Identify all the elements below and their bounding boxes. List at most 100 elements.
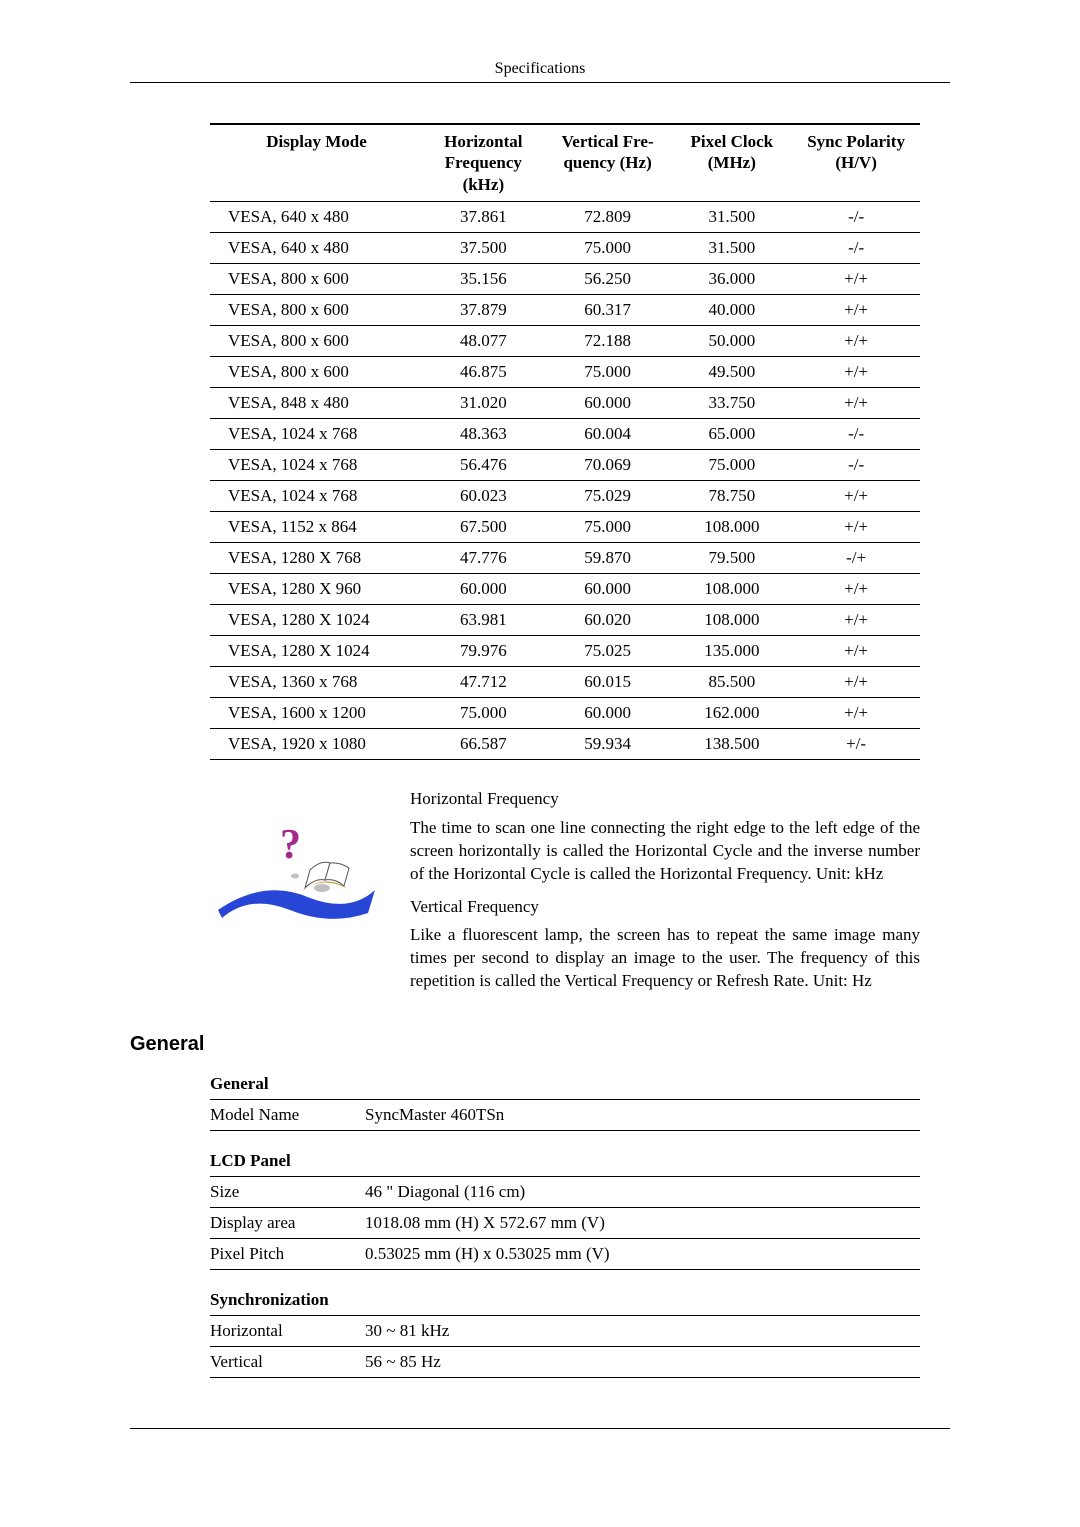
table-header-cell: Vertical Fre-quency (Hz) bbox=[544, 124, 672, 201]
table-cell: VESA, 1024 x 768 bbox=[210, 480, 423, 511]
table-cell: +/+ bbox=[792, 480, 920, 511]
table-cell: 60.023 bbox=[423, 480, 544, 511]
spec-block: LCD Panel Size46 " Diagonal (116 cm)Displ… bbox=[210, 1151, 920, 1270]
table-cell: 108.000 bbox=[671, 573, 792, 604]
table-cell: VESA, 1024 x 768 bbox=[210, 418, 423, 449]
table-cell: 67.500 bbox=[423, 511, 544, 542]
table-cell: VESA, 800 x 600 bbox=[210, 325, 423, 356]
table-cell: VESA, 1280 X 1024 bbox=[210, 604, 423, 635]
table-cell: VESA, 1152 x 864 bbox=[210, 511, 423, 542]
vf-title: Vertical Frequency bbox=[410, 896, 920, 919]
page-header-title: Specifications bbox=[130, 60, 950, 83]
spec-blocks-container: General Model NameSyncMaster 460TSn LCD Pa… bbox=[130, 1074, 950, 1378]
table-cell: 33.750 bbox=[671, 387, 792, 418]
hf-title: Horizontal Frequency bbox=[410, 788, 920, 811]
table-cell: 60.000 bbox=[544, 697, 672, 728]
table-cell: 79.976 bbox=[423, 635, 544, 666]
table-cell: 75.000 bbox=[671, 449, 792, 480]
table-cell: VESA, 848 x 480 bbox=[210, 387, 423, 418]
table-cell: 40.000 bbox=[671, 294, 792, 325]
table-cell: +/+ bbox=[792, 294, 920, 325]
spec-key: Horizontal bbox=[210, 1321, 365, 1341]
table-cell: VESA, 1280 X 768 bbox=[210, 542, 423, 573]
table-row: VESA, 640 x 48037.50075.00031.500-/- bbox=[210, 232, 920, 263]
table-cell: VESA, 1600 x 1200 bbox=[210, 697, 423, 728]
table-cell: 60.000 bbox=[423, 573, 544, 604]
spec-value: 56 ~ 85 Hz bbox=[365, 1352, 920, 1372]
spec-key: Model Name bbox=[210, 1105, 365, 1125]
table-cell: VESA, 800 x 600 bbox=[210, 356, 423, 387]
spec-value: 0.53025 mm (H) x 0.53025 mm (V) bbox=[365, 1244, 920, 1264]
table-cell: +/+ bbox=[792, 325, 920, 356]
table-row: VESA, 640 x 48037.86172.80931.500-/- bbox=[210, 201, 920, 232]
timing-table-container: Display ModeHorizontalFrequency(kHz)Vert… bbox=[210, 123, 920, 760]
table-cell: +/+ bbox=[792, 263, 920, 294]
table-cell: -/- bbox=[792, 449, 920, 480]
table-cell: 85.500 bbox=[671, 666, 792, 697]
table-row: VESA, 1600 x 120075.00060.000162.000+/+ bbox=[210, 697, 920, 728]
table-cell: 47.712 bbox=[423, 666, 544, 697]
spec-block-title: General bbox=[210, 1074, 920, 1100]
spec-value: 46 " Diagonal (116 cm) bbox=[365, 1182, 920, 1202]
table-cell: 47.776 bbox=[423, 542, 544, 573]
table-row: VESA, 1280 X 76847.77659.87079.500-/+ bbox=[210, 542, 920, 573]
table-row: VESA, 1152 x 86467.50075.000108.000+/+ bbox=[210, 511, 920, 542]
table-cell: 56.476 bbox=[423, 449, 544, 480]
table-cell: +/+ bbox=[792, 604, 920, 635]
footer-rule bbox=[130, 1428, 950, 1429]
table-cell: 60.317 bbox=[544, 294, 672, 325]
table-cell: -/+ bbox=[792, 542, 920, 573]
spec-block-title: LCD Panel bbox=[210, 1151, 920, 1177]
table-cell: +/+ bbox=[792, 697, 920, 728]
spec-value: 1018.08 mm (H) X 572.67 mm (V) bbox=[365, 1213, 920, 1233]
table-cell: VESA, 1280 X 1024 bbox=[210, 635, 423, 666]
table-row: VESA, 1024 x 76848.36360.00465.000-/- bbox=[210, 418, 920, 449]
table-header-cell: Sync Polarity(H/V) bbox=[792, 124, 920, 201]
info-icon: ? bbox=[210, 788, 390, 933]
table-cell: 48.077 bbox=[423, 325, 544, 356]
table-cell: 60.004 bbox=[544, 418, 672, 449]
table-cell: 50.000 bbox=[671, 325, 792, 356]
table-cell: 37.879 bbox=[423, 294, 544, 325]
table-cell: 37.500 bbox=[423, 232, 544, 263]
section-heading-general: General bbox=[130, 1033, 950, 1056]
spec-value: SyncMaster 460TSn bbox=[365, 1105, 920, 1125]
table-cell: VESA, 1280 X 960 bbox=[210, 573, 423, 604]
spec-key: Vertical bbox=[210, 1352, 365, 1372]
table-cell: 70.069 bbox=[544, 449, 672, 480]
table-row: VESA, 1360 x 76847.71260.01585.500+/+ bbox=[210, 666, 920, 697]
table-cell: +/- bbox=[792, 728, 920, 759]
spec-value: 30 ~ 81 kHz bbox=[365, 1321, 920, 1341]
table-cell: 75.029 bbox=[544, 480, 672, 511]
timing-table-body: VESA, 640 x 48037.86172.80931.500-/-VESA… bbox=[210, 201, 920, 759]
table-cell: 72.809 bbox=[544, 201, 672, 232]
info-text: Horizontal Frequency The time to scan on… bbox=[410, 788, 920, 1004]
table-cell: VESA, 640 x 480 bbox=[210, 232, 423, 263]
spec-key: Display area bbox=[210, 1213, 365, 1233]
table-cell: 60.000 bbox=[544, 387, 672, 418]
table-cell: 79.500 bbox=[671, 542, 792, 573]
spec-block-title: Synchronization bbox=[210, 1290, 920, 1316]
table-cell: 36.000 bbox=[671, 263, 792, 294]
table-cell: +/+ bbox=[792, 387, 920, 418]
spec-key: Size bbox=[210, 1182, 365, 1202]
spec-block: General Model NameSyncMaster 460TSn bbox=[210, 1074, 920, 1131]
table-cell: 46.875 bbox=[423, 356, 544, 387]
table-cell: 75.000 bbox=[544, 356, 672, 387]
table-cell: 108.000 bbox=[671, 511, 792, 542]
table-row: VESA, 800 x 60035.15656.25036.000+/+ bbox=[210, 263, 920, 294]
table-cell: 37.861 bbox=[423, 201, 544, 232]
table-row: VESA, 1280 X 96060.00060.000108.000+/+ bbox=[210, 573, 920, 604]
table-row: VESA, 1280 X 102463.98160.020108.000+/+ bbox=[210, 604, 920, 635]
vf-text: Like a fluorescent lamp, the screen has … bbox=[410, 924, 920, 993]
table-cell: 78.750 bbox=[671, 480, 792, 511]
table-cell: 60.015 bbox=[544, 666, 672, 697]
table-row: VESA, 848 x 48031.02060.00033.750+/+ bbox=[210, 387, 920, 418]
timing-table: Display ModeHorizontalFrequency(kHz)Vert… bbox=[210, 123, 920, 760]
table-cell: 75.000 bbox=[544, 232, 672, 263]
table-cell: 75.025 bbox=[544, 635, 672, 666]
table-cell: 63.981 bbox=[423, 604, 544, 635]
table-cell: VESA, 1360 x 768 bbox=[210, 666, 423, 697]
timing-table-head: Display ModeHorizontalFrequency(kHz)Vert… bbox=[210, 124, 920, 201]
table-header-row: Display ModeHorizontalFrequency(kHz)Vert… bbox=[210, 124, 920, 201]
